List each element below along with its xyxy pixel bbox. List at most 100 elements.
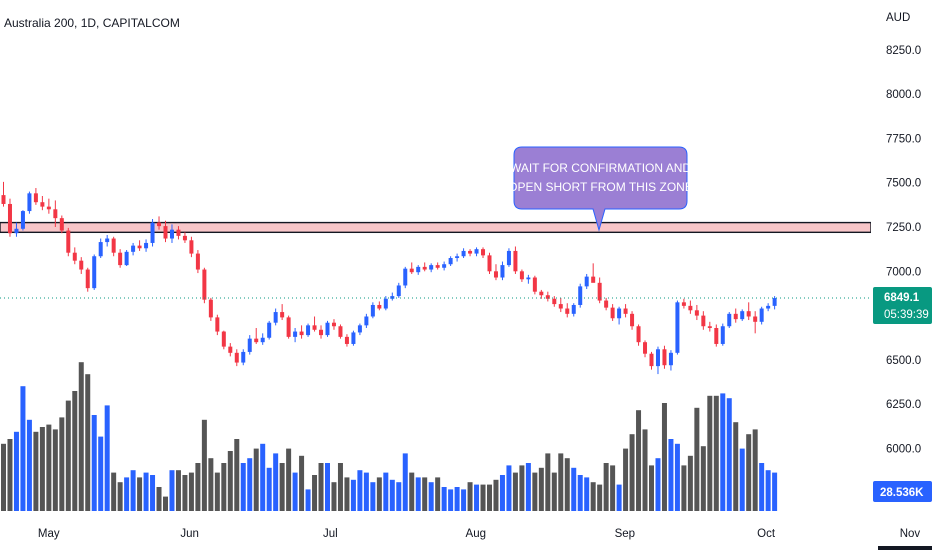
- candle: [150, 219, 155, 247]
- x-tick-label: Jun: [180, 528, 199, 540]
- candle-body: [131, 245, 136, 252]
- candle: [740, 309, 745, 321]
- candle: [14, 222, 19, 237]
- candle: [195, 250, 200, 274]
- candle-body: [532, 277, 537, 292]
- candle: [280, 304, 285, 321]
- candle-body: [707, 326, 712, 329]
- candle-body: [720, 326, 725, 344]
- candle-body: [46, 206, 51, 210]
- volume-bar: [642, 429, 648, 511]
- candle-body: [416, 266, 421, 273]
- y-tick-label: 7750.0: [886, 133, 921, 145]
- candle: [720, 323, 725, 346]
- volume-bar: [370, 482, 376, 511]
- volume-bar: [7, 439, 13, 511]
- volume-bar: [234, 439, 240, 511]
- candle: [396, 282, 401, 298]
- candle: [617, 306, 622, 325]
- candle-body: [448, 258, 453, 265]
- candle: [306, 323, 311, 337]
- chart-title[interactable]: Australia 200, 1D, CAPITALCOM: [4, 16, 180, 30]
- candle: [286, 315, 291, 339]
- candle-body: [468, 250, 473, 254]
- candle: [273, 308, 278, 326]
- volume-bar: [558, 453, 564, 511]
- volume-bar: [674, 443, 680, 511]
- volume-bar: [461, 489, 467, 511]
- candle-body: [72, 252, 77, 261]
- volume-bar: [577, 475, 583, 511]
- candle-body: [519, 271, 524, 280]
- candle-body: [293, 331, 298, 337]
- candle: [390, 292, 395, 301]
- candle: [474, 247, 479, 257]
- candle: [338, 324, 343, 339]
- candle-body: [701, 315, 706, 327]
- volume-bar: [72, 391, 78, 511]
- candle: [72, 247, 77, 265]
- candle: [643, 340, 648, 358]
- candle-body: [267, 322, 272, 338]
- candle: [493, 264, 498, 281]
- candle-body: [208, 299, 213, 318]
- volume-bar: [746, 434, 752, 511]
- candle-body: [260, 337, 265, 343]
- time-axis[interactable]: May Jun Jul Aug Sep Oct Nov: [38, 528, 921, 540]
- volume-bar: [571, 467, 577, 511]
- candle: [584, 273, 589, 290]
- volume-bar: [137, 477, 143, 511]
- candle: [733, 308, 738, 323]
- candle: [591, 263, 596, 283]
- candle: [455, 253, 460, 262]
- candle-body: [481, 249, 486, 256]
- price-axis[interactable]: AUD 8250.0 8000.0 7750.0 7500.0 7250.0 7000.0…: [871, 0, 932, 550]
- volume-bar: [273, 453, 279, 511]
- candle: [636, 324, 641, 346]
- candle: [429, 263, 434, 273]
- candle: [448, 256, 453, 266]
- candle-body: [20, 211, 25, 229]
- candle: [40, 195, 45, 211]
- candle-body: [370, 304, 375, 317]
- callout-annotation[interactable]: WAIT FOR CONFIRMATION AND OPEN SHORT FRO…: [508, 146, 693, 232]
- volume-bar: [584, 477, 590, 511]
- candle-layer: [1, 181, 777, 375]
- candle-body: [14, 228, 19, 234]
- candle: [383, 296, 388, 311]
- currency-label: AUD: [886, 12, 910, 24]
- candle: [202, 267, 207, 304]
- candle-body: [772, 298, 777, 306]
- candle: [513, 246, 518, 274]
- candle-body: [273, 312, 278, 323]
- candle-body: [137, 245, 142, 249]
- candle-body: [33, 193, 38, 203]
- candle-body: [85, 269, 90, 289]
- candle: [442, 261, 447, 271]
- volume-bar: [98, 436, 104, 511]
- volume-bar: [130, 470, 136, 511]
- volume-bar: [357, 470, 363, 511]
- volume-bar: [344, 477, 350, 511]
- volume-bar: [195, 463, 201, 511]
- resistance-zone[interactable]: [0, 221, 872, 234]
- volume-bar: [597, 484, 603, 511]
- candle-body: [344, 336, 349, 344]
- candle-body: [442, 264, 447, 268]
- volume-bar: [428, 482, 434, 511]
- volume-bar: [441, 487, 447, 511]
- candle-body: [286, 317, 291, 337]
- volume-bar: [759, 463, 765, 511]
- candle-body: [688, 305, 693, 311]
- candle-body: [27, 193, 32, 212]
- volume-bar: [363, 472, 369, 511]
- volume-bar: [33, 431, 39, 511]
- candle: [33, 188, 38, 205]
- candle-body: [584, 276, 589, 287]
- volume-bar: [739, 448, 745, 511]
- candle-body: [675, 302, 680, 353]
- volume-bar: [525, 463, 531, 511]
- candle-body: [461, 250, 466, 257]
